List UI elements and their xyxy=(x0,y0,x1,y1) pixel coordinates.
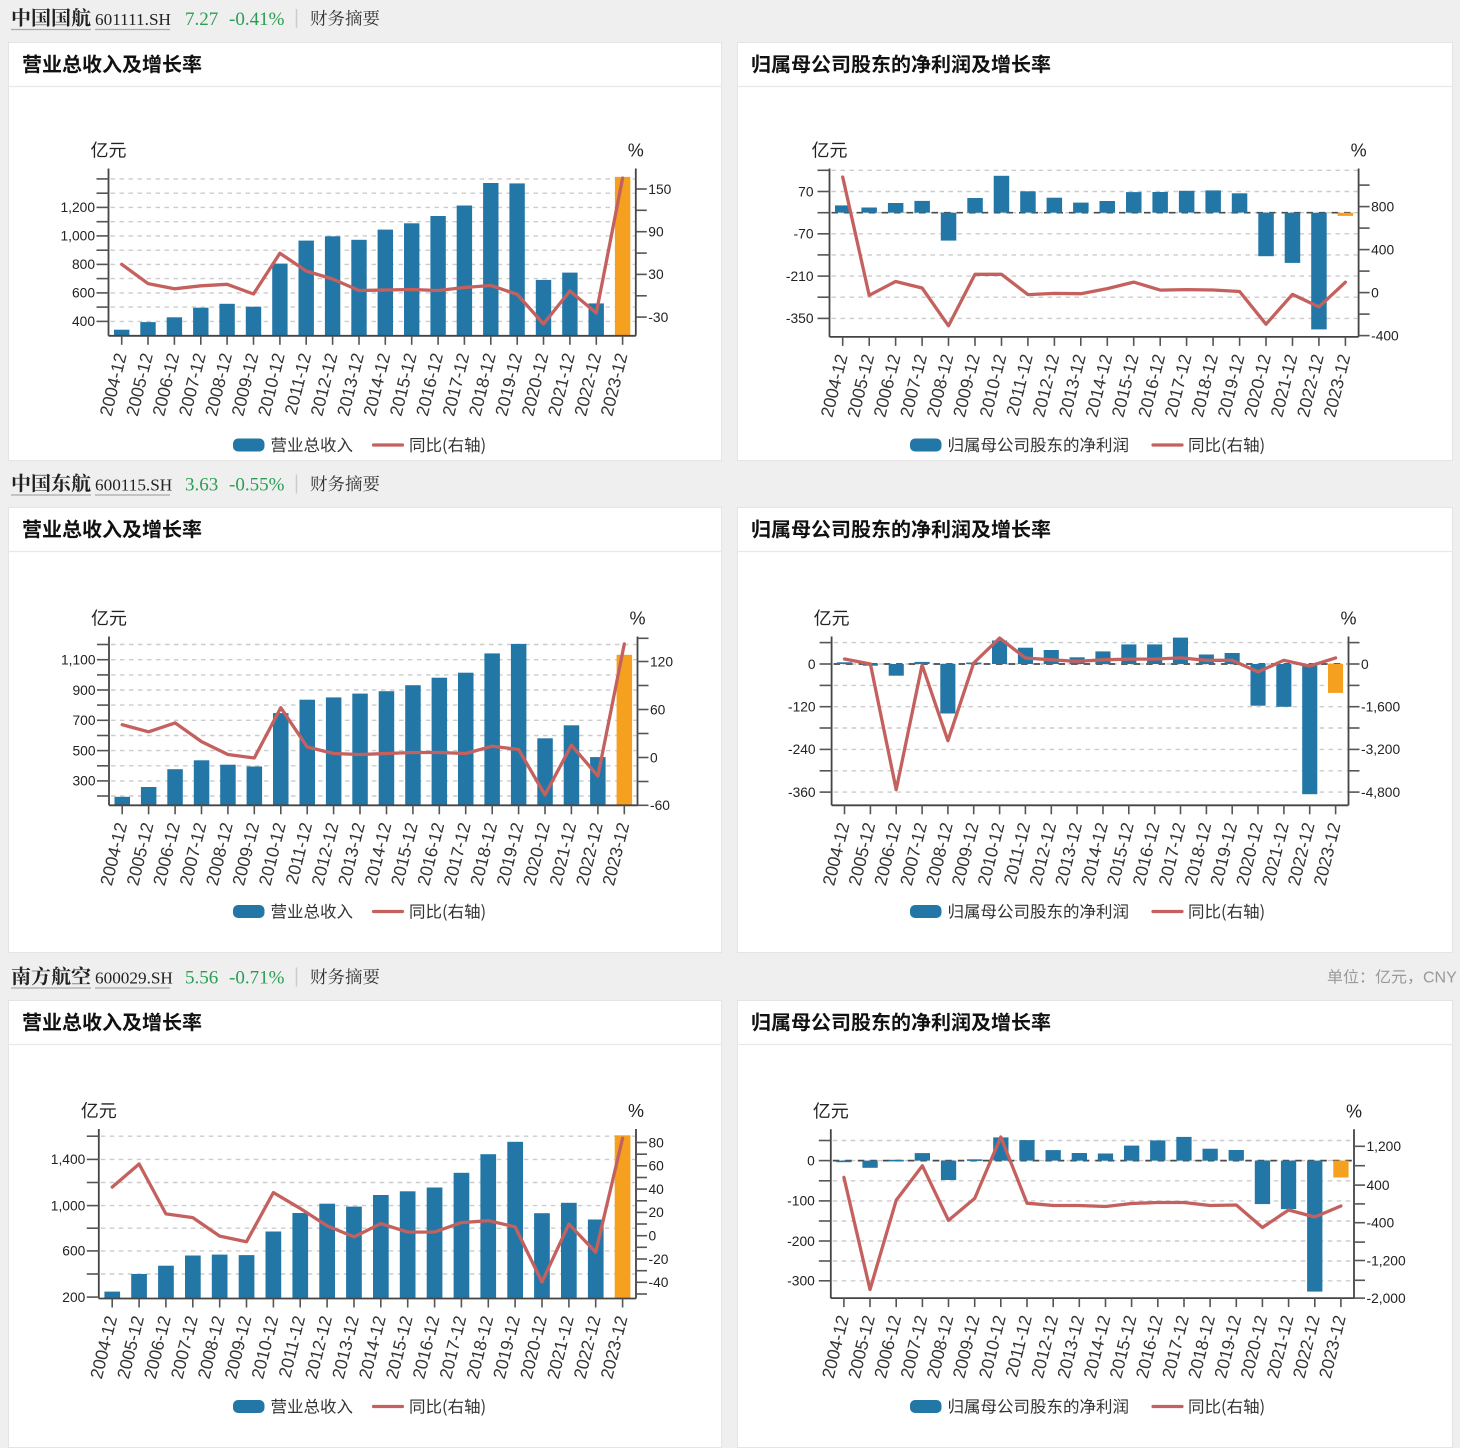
svg-text:7.27: 7.27 xyxy=(185,9,218,30)
svg-text:-400: -400 xyxy=(1367,1216,1395,1231)
svg-text:1,000: 1,000 xyxy=(60,229,95,244)
svg-text:-120: -120 xyxy=(788,700,816,715)
svg-text:-2,000: -2,000 xyxy=(1367,1291,1406,1306)
svg-text:400: 400 xyxy=(1367,1178,1390,1193)
svg-text:%: % xyxy=(628,1101,644,1121)
svg-text:60: 60 xyxy=(649,1159,665,1174)
svg-text:-1,200: -1,200 xyxy=(1367,1253,1406,1268)
svg-text:0: 0 xyxy=(1361,657,1369,672)
svg-text:-70: -70 xyxy=(794,227,814,242)
svg-text:400: 400 xyxy=(1371,242,1394,257)
svg-text:3.63: 3.63 xyxy=(185,475,218,496)
svg-text:600: 600 xyxy=(72,286,95,301)
svg-text:-30: -30 xyxy=(648,310,668,325)
svg-text:900: 900 xyxy=(72,683,95,698)
svg-text:CNY: CNY xyxy=(1423,970,1457,987)
svg-text:-0.71%: -0.71% xyxy=(229,968,285,989)
svg-text:-360: -360 xyxy=(788,785,816,800)
svg-text:0: 0 xyxy=(649,1229,657,1244)
svg-text:-60: -60 xyxy=(650,798,670,813)
svg-text:1,000: 1,000 xyxy=(51,1198,86,1213)
svg-text:-240: -240 xyxy=(788,742,816,757)
svg-text:200: 200 xyxy=(62,1290,85,1305)
svg-text:-300: -300 xyxy=(787,1274,815,1289)
svg-text:600029.SH: 600029.SH xyxy=(95,969,173,988)
svg-text:70: 70 xyxy=(798,184,814,199)
svg-text:60: 60 xyxy=(650,702,666,717)
svg-text:80: 80 xyxy=(649,1135,665,1150)
svg-text:1,400: 1,400 xyxy=(51,1152,86,1167)
svg-text:600115.SH: 600115.SH xyxy=(95,476,172,495)
svg-text:1,200: 1,200 xyxy=(60,200,95,215)
svg-text:400: 400 xyxy=(72,314,95,329)
svg-text:%: % xyxy=(629,609,645,629)
svg-text:-0.41%: -0.41% xyxy=(229,9,285,30)
svg-text:700: 700 xyxy=(72,713,95,728)
svg-text:%: % xyxy=(628,141,644,161)
svg-text:5.56: 5.56 xyxy=(185,968,218,989)
svg-text:0: 0 xyxy=(807,1153,815,1168)
svg-text:0: 0 xyxy=(1371,285,1379,300)
svg-text:1,100: 1,100 xyxy=(61,653,96,668)
svg-text:%: % xyxy=(1340,609,1356,629)
svg-text:-100: -100 xyxy=(787,1194,815,1209)
svg-text:30: 30 xyxy=(648,267,664,282)
svg-text:0: 0 xyxy=(808,657,816,672)
svg-text:1,200: 1,200 xyxy=(1367,1139,1402,1154)
svg-text:601111.SH: 601111.SH xyxy=(95,10,171,29)
svg-text:20: 20 xyxy=(649,1205,665,1220)
svg-text:40: 40 xyxy=(649,1182,665,1197)
svg-text:-1,600: -1,600 xyxy=(1361,700,1400,715)
svg-text:-40: -40 xyxy=(649,1275,669,1290)
svg-text:-400: -400 xyxy=(1371,328,1399,343)
svg-text:-4,800: -4,800 xyxy=(1361,785,1400,800)
svg-text:500: 500 xyxy=(72,743,95,758)
svg-text:-0.55%: -0.55% xyxy=(229,475,285,496)
svg-text:-20: -20 xyxy=(649,1252,669,1267)
svg-text:-3,200: -3,200 xyxy=(1361,742,1400,757)
svg-text:-210: -210 xyxy=(786,269,814,284)
svg-text:150: 150 xyxy=(648,182,671,197)
svg-text:-350: -350 xyxy=(786,311,814,326)
svg-text:%: % xyxy=(1346,1101,1362,1121)
svg-text:%: % xyxy=(1351,141,1367,161)
svg-text:800: 800 xyxy=(1371,199,1394,214)
svg-text:300: 300 xyxy=(72,774,95,789)
svg-text:0: 0 xyxy=(650,750,658,765)
svg-text:90: 90 xyxy=(648,225,664,240)
svg-text:600: 600 xyxy=(62,1244,85,1259)
svg-text:800: 800 xyxy=(72,257,95,272)
svg-text:-200: -200 xyxy=(787,1234,815,1249)
svg-text:120: 120 xyxy=(650,654,673,669)
